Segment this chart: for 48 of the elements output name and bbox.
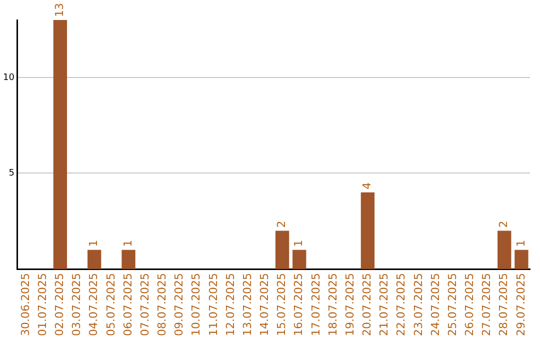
x-tick-label: 17.07.2025 — [309, 273, 322, 336]
x-tick-label: 08.07.2025 — [156, 273, 169, 336]
bar — [514, 250, 528, 270]
x-tick-label: 29.07.2025 — [514, 273, 528, 336]
x-tick-label: 09.07.2025 — [172, 273, 186, 336]
x-tick-label: 24.07.2025 — [428, 273, 442, 336]
x-tick-label: 12.07.2025 — [224, 273, 237, 336]
x-tick-label: 27.07.2025 — [480, 273, 494, 336]
bar — [292, 250, 306, 270]
data-label: 4 — [360, 182, 374, 190]
data-label: 1 — [87, 240, 100, 247]
x-tick-label: 18.07.2025 — [326, 273, 340, 336]
x-tick-label: 20.07.2025 — [360, 273, 374, 336]
bar — [275, 230, 290, 270]
x-tick-label: 06.07.2025 — [121, 273, 134, 336]
y-tick-label: 5 — [8, 168, 14, 179]
x-tick-label: 16.07.2025 — [292, 273, 306, 336]
x-tick-label: 21.07.2025 — [378, 273, 391, 336]
x-tick-label: 30.06.2025 — [18, 273, 32, 336]
x-tick-label: 04.07.2025 — [87, 273, 100, 336]
data-label: 2 — [275, 220, 288, 228]
bar — [498, 230, 512, 270]
x-tick-label: 14.07.2025 — [258, 273, 272, 336]
x-tick-label: 26.07.2025 — [463, 273, 476, 336]
x-tick-label: 05.07.2025 — [104, 273, 118, 336]
bar — [360, 192, 375, 270]
x-tick-label: 22.07.2025 — [394, 273, 408, 336]
x-tick-label: 03.07.2025 — [70, 273, 84, 336]
bar — [53, 20, 67, 270]
bar — [88, 250, 102, 270]
data-label: 13 — [53, 3, 66, 17]
y-tick-label: 10 — [3, 72, 15, 83]
x-tick-label: 11.07.2025 — [206, 273, 220, 336]
bar — [122, 250, 136, 270]
data-label: 1 — [121, 240, 134, 247]
x-tick-label: 13.07.2025 — [240, 273, 254, 336]
data-label: 1 — [292, 240, 306, 247]
x-tick-label: 28.07.2025 — [497, 273, 510, 336]
x-tick-label: 23.07.2025 — [412, 273, 425, 336]
x-tick-label: 19.07.2025 — [343, 273, 356, 336]
x-tick-label: 02.07.2025 — [53, 273, 66, 336]
data-label: 2 — [497, 220, 510, 228]
data-label: 1 — [514, 240, 528, 247]
x-tick-label: 07.07.2025 — [138, 273, 152, 336]
x-tick-label: 15.07.2025 — [275, 273, 288, 336]
x-tick-label: 01.07.2025 — [36, 273, 49, 336]
x-tick-label: 10.07.2025 — [190, 273, 203, 336]
x-tick-label: 25.07.2025 — [446, 273, 459, 336]
